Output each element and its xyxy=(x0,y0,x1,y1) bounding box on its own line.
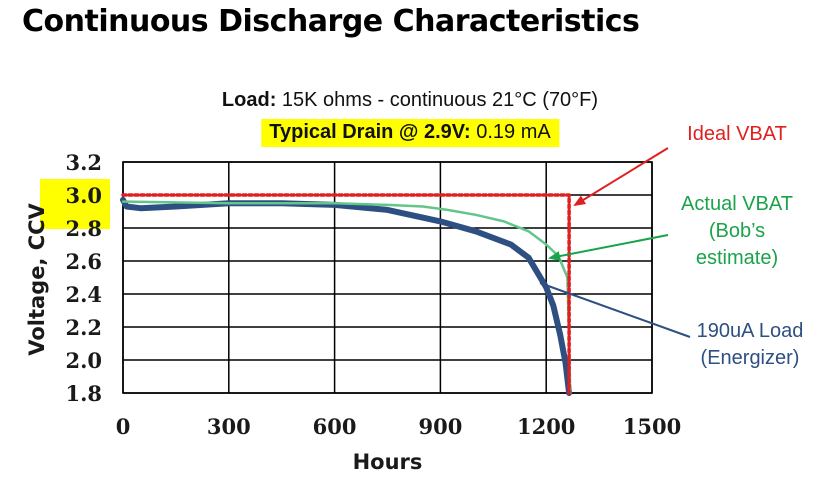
x-tick-label: 900 xyxy=(418,414,462,439)
annotation-label: Ideal VBAT xyxy=(687,123,787,145)
series-line xyxy=(120,196,573,396)
y-tick-label: 3.0 xyxy=(65,183,102,208)
y-axis-label: Voltage, CCV xyxy=(25,202,49,355)
y-tick-label: 2.2 xyxy=(65,315,102,340)
subtitle-highlight xyxy=(261,119,560,147)
annotation-line: (Bob’s xyxy=(709,220,765,242)
subtitle-drain-rest: 0.19 mA xyxy=(471,121,552,143)
ytick-highlight xyxy=(40,179,110,229)
y-tick-label: 1.8 xyxy=(65,381,102,406)
x-tick-label: 600 xyxy=(313,414,357,439)
subtitle-drain-bold: Typical Drain @ 2.9V: xyxy=(269,121,470,143)
subtitle-load-bold: Load: xyxy=(222,89,276,111)
subtitle-load-rest: 15K ohms - continuous 21°C (70°F) xyxy=(276,89,598,111)
annotation-line: estimate) xyxy=(696,247,778,269)
annotation-line: Actual VBAT xyxy=(681,193,793,215)
chart-subtitle-load: Load: 15K ohms - continuous 21°C (70°F) xyxy=(222,89,598,111)
x-tick-label: 0 xyxy=(116,414,131,439)
y-tick-label: 2.0 xyxy=(65,348,102,373)
y-tick-label: 2.8 xyxy=(65,216,102,241)
page-title: Continuous Discharge Characteristics xyxy=(22,4,640,39)
annotation-line: Ideal VBAT xyxy=(687,123,787,145)
annotation-arrow xyxy=(573,147,669,207)
annotation-label: Actual VBAT (Bob’s estimate) xyxy=(681,193,793,269)
x-tick-label: 1500 xyxy=(623,414,681,439)
annotation-line: 190uA Load xyxy=(697,320,804,342)
chart-subtitle-drain: Typical Drain @ 2.9V: 0.19 mA xyxy=(269,121,551,143)
annotation-arrow xyxy=(539,282,691,338)
annotation-arrow xyxy=(548,234,669,261)
x-tick-label: 300 xyxy=(207,414,251,439)
x-tick-label: 1200 xyxy=(517,414,575,439)
y-tick-label: 2.4 xyxy=(65,282,102,307)
series-line xyxy=(121,193,571,395)
y-tick-label: 2.6 xyxy=(65,249,102,274)
y-tick-label: 3.2 xyxy=(65,150,102,175)
annotation-label: 190uA Load (Energizer) xyxy=(697,320,804,369)
series-line xyxy=(121,200,572,395)
x-axis-label: Hours xyxy=(353,450,423,474)
annotation-line: (Energizer) xyxy=(701,347,800,369)
